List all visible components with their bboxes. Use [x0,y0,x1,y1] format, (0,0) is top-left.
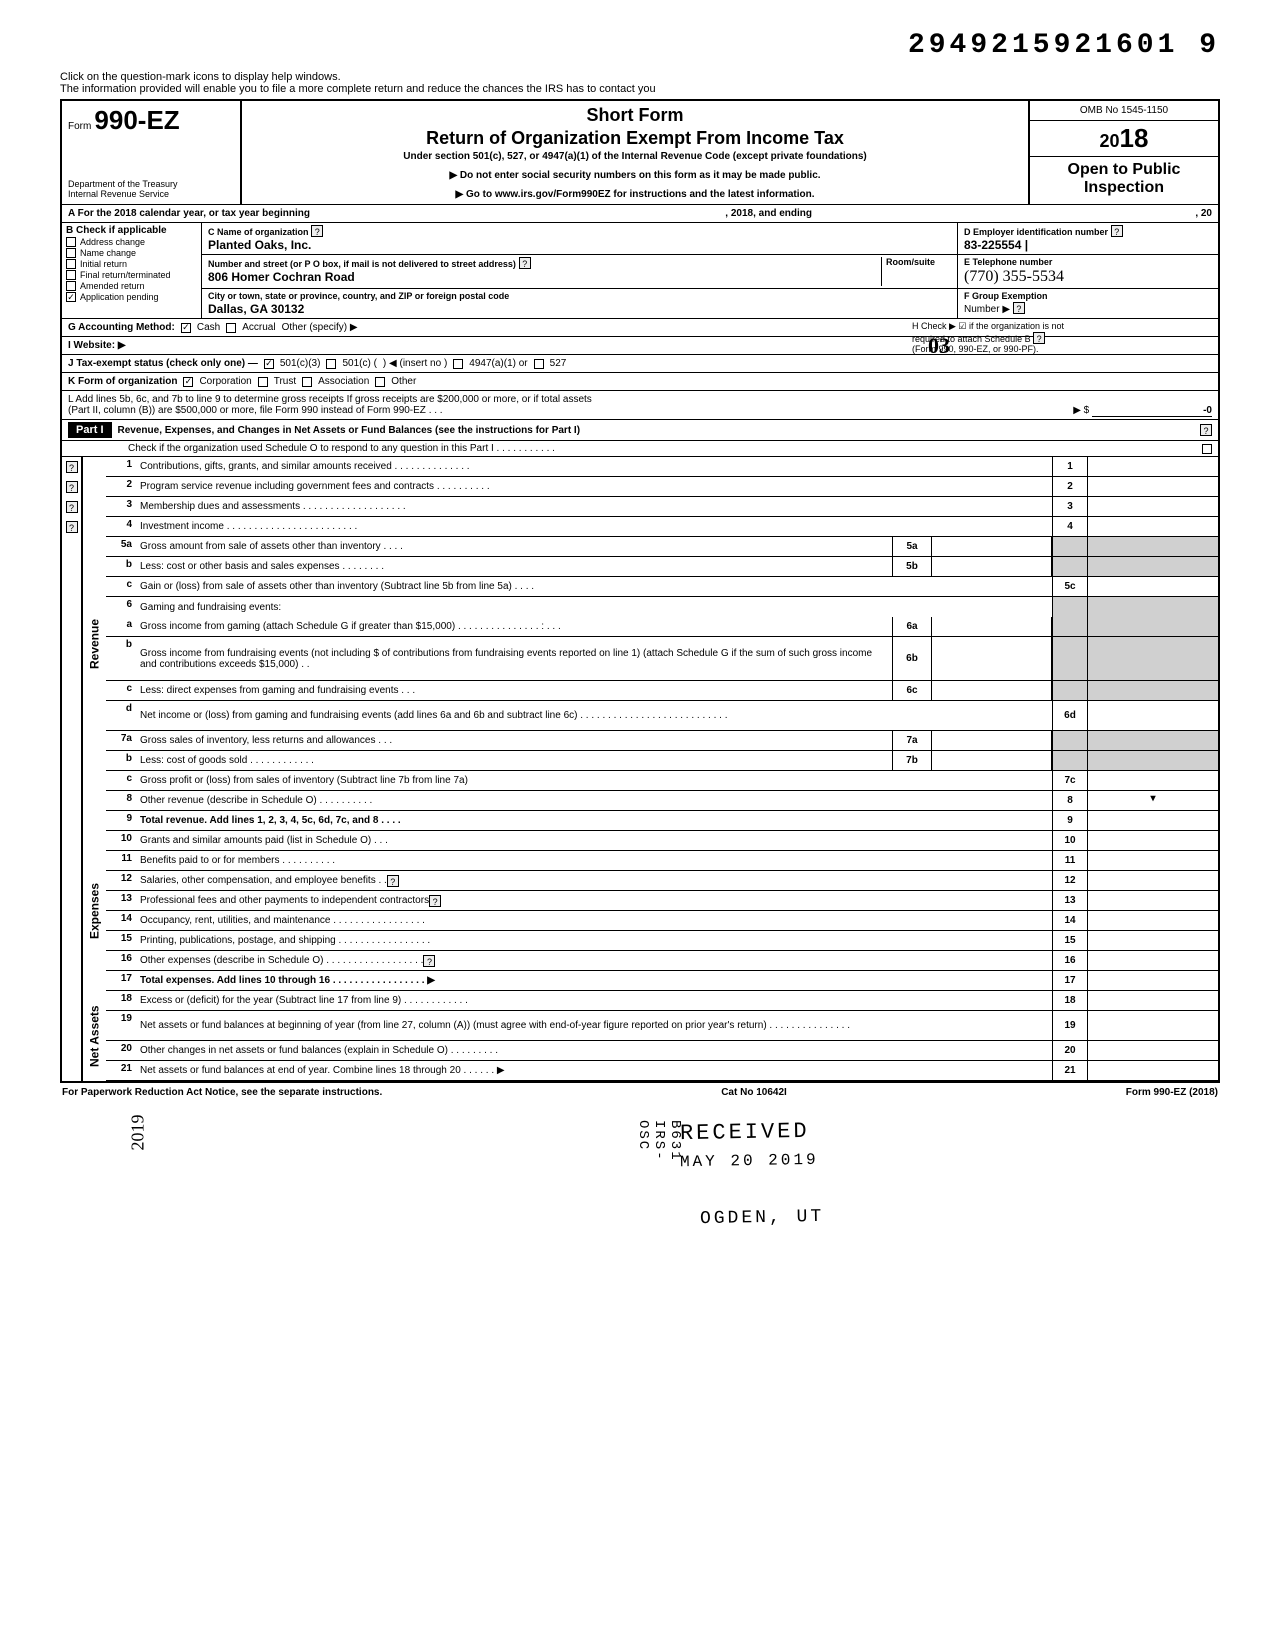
chk-name-change[interactable] [66,248,76,258]
stamp-date: MAY 20 2019 [680,1151,819,1171]
header-left: Form 990-EZ Department of the Treasury I… [62,101,242,204]
form-number: 990-EZ [94,105,179,135]
tax-year: 2018 [1030,121,1218,157]
stamp-ogden: OGDEN, UT [700,1207,825,1229]
form-ref: Form 990-EZ (2018) [1126,1087,1218,1098]
revenue-section: ? ? ? ? Revenue 1Contributions, gifts, g… [62,457,1218,831]
revenue-lines: 1Contributions, gifts, grants, and simil… [106,457,1218,831]
intro-help-text: Click on the question-mark icons to disp… [60,71,1220,95]
row-l-gross-receipts: L Add lines 5b, 6c, and 7b to line 9 to … [62,391,1218,420]
chk-address-change[interactable] [66,237,76,247]
expenses-lines: 10Grants and similar amounts paid (list … [106,831,1218,991]
header-right: OMB No 1545-1150 2018 Open to Public Ins… [1028,101,1218,204]
form-header: Form 990-EZ Department of the Treasury I… [62,101,1218,205]
title-short-form: Short Form [250,105,1020,126]
part-1-check: Check if the organization used Schedule … [62,441,1218,457]
row-g-accounting: G Accounting Method: ✓Cash Accrual Other… [62,319,1218,337]
header-title-block: Short Form Return of Organization Exempt… [242,101,1028,204]
net-assets-label: Net Assets [82,991,106,1081]
d-ein: D Employer identification number ? 83-22… [958,223,1218,254]
chk-initial-return[interactable] [66,259,76,269]
omb-number: OMB No 1545-1150 [1030,101,1218,121]
paperwork-notice: For Paperwork Reduction Act Notice, see … [62,1087,382,1098]
chk-schedule-o[interactable] [1202,444,1212,454]
chk-4947[interactable] [453,359,463,369]
expenses-label: Expenses [82,831,106,991]
c-address: Number and street (or P O box, if mail i… [202,255,958,288]
column-cde: C Name of organization ? Planted Oaks, I… [202,223,1218,318]
chk-other-org[interactable] [375,377,385,387]
chk-501c3[interactable]: ✓ [264,359,274,369]
warning-ssn: ▶ Do not enter social security numbers o… [250,170,1020,181]
footer: For Paperwork Reduction Act Notice, see … [60,1083,1220,1102]
page: 2949215921601 9 Click on the question-ma… [60,30,1220,1143]
help-column: ? ? ? ? [62,457,82,831]
chk-application-pending[interactable]: ✓ [66,292,76,302]
title-return: Return of Organization Exempt From Incom… [250,128,1020,149]
help-icon[interactable]: ? [1033,332,1045,344]
intro-line-2: The information provided will enable you… [60,83,656,95]
column-b-checkboxes: B Check if applicable Address change Nam… [62,223,202,318]
help-icon[interactable]: ? [423,955,435,967]
chk-accrual[interactable] [226,323,236,333]
intro-line-1: Click on the question-mark icons to disp… [60,71,341,83]
e-telephone: E Telephone number (770) 355-5534 [958,255,1218,288]
stamp-received: RECEIVED [680,1119,810,1146]
help-icon[interactable]: ? [66,521,78,533]
goto-url: ▶ Go to www.irs.gov/Form990EZ for instru… [250,189,1020,200]
form-prefix: Form [68,121,91,132]
part-1-header: Part I Revenue, Expenses, and Changes in… [62,420,1218,441]
info-grid: B Check if applicable Address change Nam… [62,223,1218,319]
chk-final-return[interactable] [66,270,76,280]
chk-501c[interactable] [326,359,336,369]
form-frame: Form 990-EZ Department of the Treasury I… [60,99,1220,1083]
help-icon[interactable]: ? [66,481,78,493]
open-to-public: Open to Public Inspection [1030,157,1218,201]
net-assets-lines: 18Excess or (deficit) for the year (Subt… [106,991,1218,1081]
c-city: City or town, state or province, country… [202,289,958,318]
help-icon[interactable]: ? [66,461,78,473]
help-icon[interactable]: ? [1013,302,1025,314]
h-check-block: H Check ▶ ☑ if the organization is not r… [912,321,1212,354]
help-icon[interactable]: ? [1111,225,1123,237]
help-icon[interactable]: ? [66,501,78,513]
chk-527[interactable] [534,359,544,369]
cat-no: Cat No 10642I [721,1087,787,1098]
chk-cash[interactable]: ✓ [181,323,191,333]
help-icon[interactable]: ? [1200,424,1212,436]
c-org-name: C Name of organization ? Planted Oaks, I… [202,223,958,254]
help-icon[interactable]: ? [429,895,441,907]
treasury-dept: Department of the Treasury Internal Reve… [68,180,234,200]
chk-association[interactable] [302,377,312,387]
subtitle: Under section 501(c), 527, or 4947(a)(1)… [250,151,1020,162]
f-group-exemption: F Group Exemption Number ▶ ? [958,289,1218,318]
chk-corporation[interactable]: ✓ [183,377,193,387]
help-icon[interactable]: ? [519,257,531,269]
row-a-tax-year: A For the 2018 calendar year, or tax yea… [62,205,1218,223]
revenue-label: Revenue [82,457,106,831]
net-assets-section: Net Assets 18Excess or (deficit) for the… [62,991,1218,1081]
row-k-form-org: K Form of organization ✓Corporation Trus… [62,373,1218,391]
stamp-b631: B631 IRS-OSC [635,1120,683,1182]
row-j-tax-exempt: J Tax-exempt status (check only one) — ✓… [62,355,1218,373]
help-icon[interactable]: ? [387,875,399,887]
chk-trust[interactable] [258,377,268,387]
chk-amended-return[interactable] [66,281,76,291]
document-locator-number: 2949215921601 9 [60,30,1220,61]
help-icon[interactable]: ? [311,225,323,237]
handwritten-year: 2019 [128,1115,149,1151]
expenses-section: Expenses 10Grants and similar amounts pa… [62,831,1218,991]
